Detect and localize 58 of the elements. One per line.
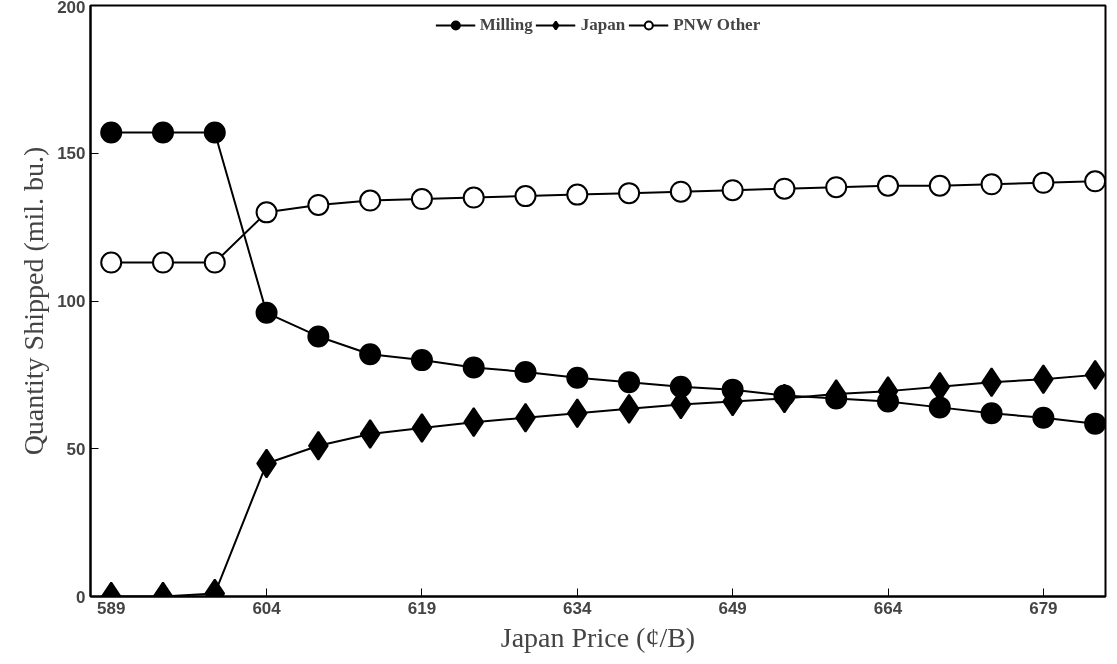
point bbox=[255, 201, 278, 224]
point bbox=[462, 356, 485, 379]
point bbox=[825, 176, 848, 199]
point bbox=[100, 251, 123, 274]
legend-label: Milling bbox=[479, 15, 533, 35]
point bbox=[618, 371, 641, 394]
point bbox=[462, 186, 485, 209]
point bbox=[100, 121, 123, 144]
x-tick-label: 619 bbox=[407, 598, 437, 618]
point bbox=[1084, 359, 1106, 390]
point bbox=[463, 407, 485, 438]
point bbox=[566, 366, 589, 389]
y-tick-label: 100 bbox=[57, 292, 86, 311]
point bbox=[255, 301, 278, 324]
point bbox=[669, 180, 692, 203]
point bbox=[618, 182, 641, 205]
legend-label: Japan bbox=[580, 15, 626, 35]
point bbox=[1084, 412, 1106, 435]
point bbox=[411, 413, 433, 444]
point bbox=[1084, 170, 1106, 193]
point bbox=[359, 418, 381, 449]
point bbox=[980, 402, 1003, 425]
point bbox=[566, 183, 589, 206]
point bbox=[359, 343, 382, 366]
point bbox=[566, 398, 588, 429]
point bbox=[721, 179, 744, 202]
point bbox=[877, 174, 899, 197]
x-tick-label: 589 bbox=[97, 598, 126, 618]
point bbox=[514, 185, 537, 208]
point bbox=[359, 189, 382, 212]
y-tick-label: 50 bbox=[66, 439, 86, 459]
point bbox=[928, 174, 951, 197]
point bbox=[307, 193, 330, 216]
point bbox=[203, 121, 226, 144]
x-tick-label: 664 bbox=[873, 598, 903, 618]
y-axis-title: Quantity Shipped (mil. bu.) bbox=[18, 146, 50, 456]
legend-label: PNW Other bbox=[673, 15, 761, 35]
y-tick-label: 0 bbox=[76, 587, 86, 607]
y-tick-label: 150 bbox=[57, 144, 86, 164]
point bbox=[410, 349, 433, 372]
point bbox=[618, 393, 640, 424]
point bbox=[980, 173, 1003, 196]
point bbox=[773, 177, 796, 200]
point bbox=[203, 251, 226, 274]
point bbox=[152, 251, 174, 274]
point bbox=[514, 360, 537, 383]
x-tick-label: 634 bbox=[563, 598, 593, 618]
point bbox=[1032, 171, 1055, 194]
y-tick-label: 200 bbox=[57, 0, 86, 17]
x-axis-title: Japan Price (¢/B) bbox=[500, 621, 696, 653]
point bbox=[410, 188, 433, 211]
point bbox=[307, 325, 330, 348]
point bbox=[928, 396, 951, 419]
x-tick-label: 679 bbox=[1029, 598, 1058, 618]
point bbox=[1032, 406, 1055, 429]
x-tick-label: 649 bbox=[718, 598, 747, 618]
x-tick-label: 604 bbox=[252, 598, 282, 618]
point bbox=[152, 121, 174, 144]
